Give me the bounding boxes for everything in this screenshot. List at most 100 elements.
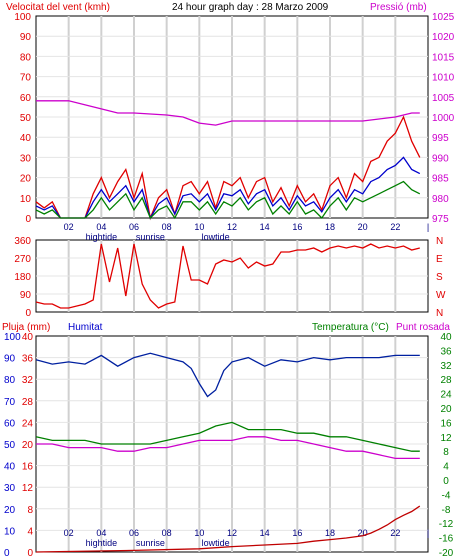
climate-x-tick: 18: [325, 528, 335, 538]
rain-y-tick: 40: [22, 332, 34, 343]
temperature-y-tick: 8: [443, 447, 449, 458]
direction-y-tick: 180: [14, 272, 31, 283]
climate-x-annotation: lowtide: [202, 538, 230, 548]
wind-x-tick: 22: [390, 222, 400, 232]
wind-y-tick: 20: [20, 174, 32, 185]
climate-x-tick: 02: [64, 528, 74, 538]
wind-y-tick: 90: [20, 32, 32, 43]
temperature-y-tick: 36: [440, 346, 452, 357]
humidity-title: Humitat: [68, 322, 103, 333]
wind-x-tick: 08: [162, 222, 172, 232]
rain-y-tick: 36: [22, 354, 34, 365]
climate-x-tick: 10: [194, 528, 204, 538]
temperature-y-tick: -8: [442, 505, 451, 516]
rain-y-tick: 8: [27, 505, 33, 516]
temperature-y-tick: 12: [440, 433, 452, 444]
temperature-y-tick: 20: [440, 404, 452, 415]
wind-x-tick: 14: [260, 222, 270, 232]
compass-label: N: [436, 308, 443, 319]
humidity-y-tick: 50: [4, 440, 16, 451]
climate-x-tick: 12: [227, 528, 237, 538]
humidity-y-tick: 30: [4, 483, 16, 494]
wind-y-tick: 0: [25, 214, 31, 225]
humidity-y-tick: 10: [4, 526, 16, 537]
direction-y-tick: 270: [14, 254, 31, 265]
climate-x-tick: 22: [390, 528, 400, 538]
climate-x-tick: |: [427, 528, 429, 538]
direction-grid: [36, 240, 428, 312]
wind-x-tick: 12: [227, 222, 237, 232]
dewpoint-title: Punt rosada: [396, 322, 450, 333]
temperature-y-tick: -20: [439, 548, 454, 556]
climate-x-tick: 14: [260, 528, 270, 538]
wind-x-tick: 10: [194, 222, 204, 232]
pressure-y-tick: 1005: [432, 93, 455, 104]
humidity-y-tick: 60: [4, 418, 16, 429]
pressure-title: Pressió (mb): [370, 2, 427, 13]
chart-series: [35, 100, 421, 553]
humidity-y-tick: 0: [4, 548, 10, 556]
rain-y-tick: 4: [27, 526, 33, 537]
compass-label: S: [436, 272, 443, 283]
compass-label: N: [436, 236, 443, 247]
wind-x-tick: |: [427, 222, 429, 232]
climate-x-annotation: sunrise: [136, 538, 165, 548]
pressure-y-tick: 1000: [432, 113, 455, 124]
wind-x-tick: 02: [64, 222, 74, 232]
series-rain: [35, 505, 421, 553]
pressure-y-tick: 1020: [432, 32, 455, 43]
wind-y-tick: 80: [20, 52, 32, 63]
wind-y-tick: 100: [14, 12, 31, 23]
humidity-y-tick: 80: [4, 375, 16, 386]
wind-y-tick: 70: [20, 73, 32, 84]
wind-y-tick: 50: [20, 113, 32, 124]
rain-y-tick: 20: [22, 440, 34, 451]
climate-grid: [36, 336, 428, 552]
direction-y-tick: 0: [25, 308, 31, 319]
temperature-y-tick: 32: [440, 361, 452, 372]
humidity-y-tick: 20: [4, 505, 16, 516]
humidity-y-tick: 90: [4, 354, 16, 365]
climate-x-tick: 06: [129, 528, 139, 538]
temperature-y-tick: 28: [440, 375, 452, 386]
rain-y-tick: 28: [22, 397, 34, 408]
pressure-y-tick: 1025: [432, 12, 455, 23]
rain-y-tick: 12: [22, 483, 34, 494]
rain-y-tick: 32: [22, 375, 34, 386]
series-pressure: [36, 100, 420, 126]
temperature-y-tick: -12: [439, 519, 454, 530]
pressure-y-tick: 990: [432, 153, 449, 164]
series-wind: [35, 115, 421, 221]
temperature-y-tick: -16: [439, 534, 454, 545]
wind-x-annotation: lowtide: [202, 232, 230, 242]
direction-y-tick: 360: [14, 236, 31, 247]
rain-y-tick: 0: [27, 548, 33, 556]
wind-x-tick: 16: [292, 222, 302, 232]
temperature-y-tick: 4: [443, 462, 449, 473]
wind-x-tick: 18: [325, 222, 335, 232]
pressure-y-tick: 985: [432, 174, 449, 185]
rain-y-tick: 24: [22, 418, 34, 429]
temperature-y-tick: 40: [440, 332, 452, 343]
climate-x-tick: 08: [162, 528, 172, 538]
climate-x-tick: 20: [358, 528, 368, 538]
pressure-y-tick: 1015: [432, 52, 455, 63]
humidity-y-tick: 40: [4, 462, 16, 473]
series-dewpoint: [36, 436, 420, 460]
pressure-y-tick: 1010: [432, 73, 455, 84]
wind-speed-title: Velocitat del vent (kmh): [6, 2, 110, 13]
temperature-y-tick: 24: [440, 390, 452, 401]
wind-x-annotation: hightide: [86, 232, 118, 242]
wind-x-annotation: sunrise: [136, 232, 165, 242]
rain-title: Pluja (mm): [2, 322, 50, 333]
wind-x-tick: 06: [129, 222, 139, 232]
pressure-y-tick: 975: [432, 214, 449, 225]
compass-label: W: [436, 290, 446, 301]
rain-y-tick: 16: [22, 462, 34, 473]
wind-y-tick: 60: [20, 93, 32, 104]
wind-x-tick: 04: [96, 222, 106, 232]
series-wind_min: [35, 180, 421, 220]
temperature-title: Temperatura (°C): [312, 322, 389, 333]
direction-y-tick: 90: [20, 290, 32, 301]
